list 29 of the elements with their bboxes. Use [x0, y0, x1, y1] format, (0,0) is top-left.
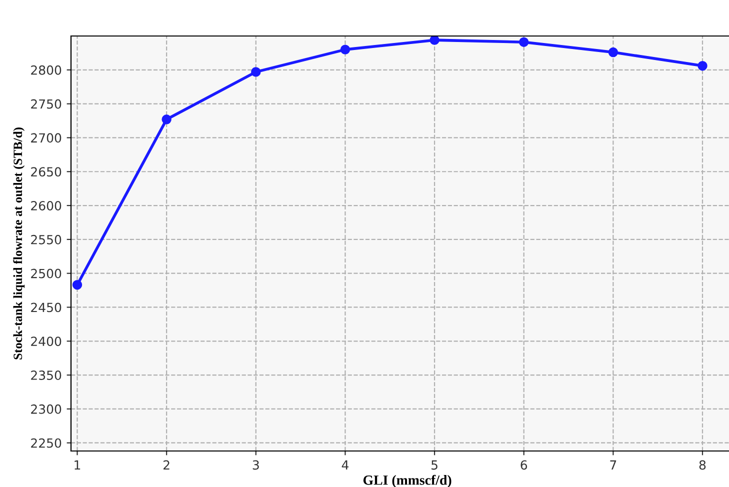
x-tick-label: 6: [520, 460, 528, 470]
x-tick-label: 3: [252, 460, 259, 470]
x-tick-label: 5: [432, 460, 438, 470]
y-tick-label: 2650: [31, 167, 62, 177]
point: [72, 280, 82, 290]
y-tick-label: 2250: [31, 438, 62, 448]
point: [430, 36, 440, 45]
y-tick-label: 2500: [31, 268, 62, 278]
y-tick-label: 2800: [31, 65, 62, 75]
y-tick-label: 2300: [31, 404, 62, 414]
y-tick-label: 2750: [31, 99, 62, 109]
point: [698, 60, 708, 71]
y-tick-label: 2450: [31, 302, 62, 312]
x-tick-label: 1: [74, 460, 80, 470]
y-axis-title: Stock-tank liquid flowrate at outlet (STB/d): [13, 128, 25, 360]
point: [608, 47, 618, 58]
y-tick-label: 2350: [31, 370, 62, 380]
y-tick-label: 2400: [31, 336, 62, 346]
y-tick-label: 2600: [31, 201, 62, 210]
x-tick-label: 2: [164, 460, 170, 470]
y-tick-label: 2700: [31, 133, 62, 143]
x-tick-label: 4: [342, 460, 348, 470]
point: [518, 37, 529, 47]
point: [162, 114, 172, 124]
x-tick-label: 7: [610, 460, 616, 470]
point: [251, 67, 261, 77]
x-tick-label: 8: [699, 460, 706, 470]
point: [340, 44, 350, 54]
y-tick-label: 2550: [31, 234, 62, 244]
